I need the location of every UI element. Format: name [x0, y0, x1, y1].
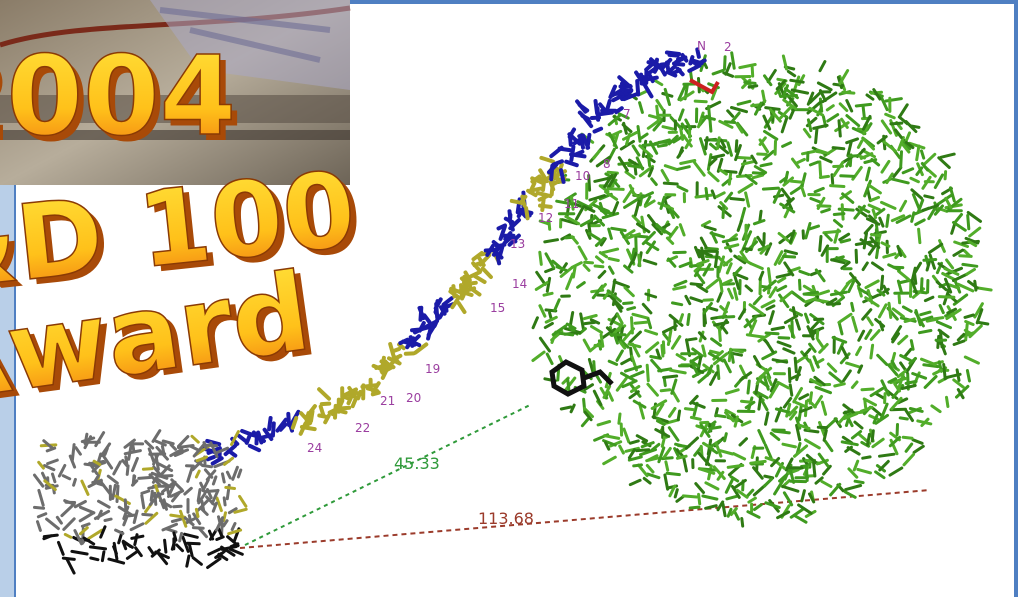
distance-lines [239, 404, 931, 549]
residue-label: 10 [575, 169, 590, 183]
svg-text:2004: 2004 [0, 32, 236, 160]
residue-label: 22 [355, 421, 370, 435]
distance-label-a: 45.33 [394, 454, 440, 473]
distance-line-a [244, 404, 531, 546]
distance-line-b [239, 489, 931, 549]
residue-labels: N 2 7 8 10 12 11 13 14 15 19 20 21 22 24 [307, 39, 732, 455]
distance-label-b: 113.68 [478, 509, 534, 528]
residue-label: 7 [623, 107, 631, 121]
frame-border [350, 0, 1018, 597]
membrane-cluster [33, 429, 248, 575]
residue-label: 20 [406, 391, 421, 405]
residue-label: 15 [490, 301, 505, 315]
residue-label: 8 [603, 157, 611, 171]
peptide-chain [201, 47, 720, 466]
ligand [549, 359, 614, 397]
residue-label: N [697, 39, 706, 53]
residue-label: 13 [510, 237, 525, 251]
award-line-1: 2004 2004 [0, 31, 242, 166]
residue-label: 21 [380, 394, 395, 408]
residue-label: 19 [425, 362, 440, 376]
residue-label: 11 [564, 197, 579, 211]
award-badge: 2004 2004 R&D 100 R&D 100 Award Award [0, 31, 368, 432]
svg-text:2004: 2004 [0, 38, 242, 166]
residue-label: 14 [512, 277, 527, 291]
residue-label: 2 [724, 40, 732, 54]
residue-label: 24 [307, 441, 322, 455]
left-sidebar-strip [0, 185, 16, 597]
protein-globule [531, 51, 993, 528]
photo-thumbnail [0, 0, 351, 185]
residue-label: 12 [538, 211, 553, 225]
